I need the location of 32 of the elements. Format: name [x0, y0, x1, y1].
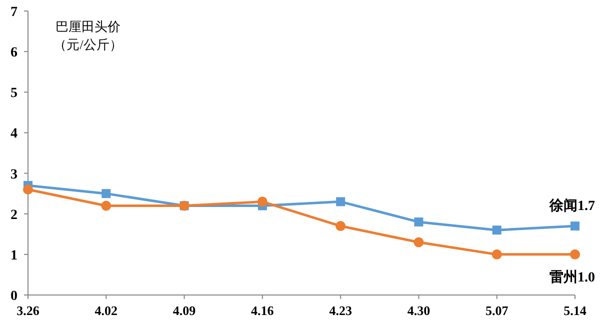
- point: [414, 217, 424, 226]
- text: 徐闻1.7: [550, 199, 595, 214]
- point: [492, 226, 502, 235]
- y-tick-label: 4: [10, 126, 18, 142]
- x-tick-label: 5.14: [564, 303, 587, 318]
- point: [23, 184, 33, 195]
- point: [336, 221, 346, 232]
- x-tick-label: 4.09: [172, 303, 196, 318]
- y-tick-label: 0: [10, 289, 18, 304]
- x-tick-label: 4.16: [251, 303, 274, 318]
- x-tick-label: 5.07: [485, 303, 509, 318]
- point: [492, 249, 502, 260]
- point: [257, 196, 268, 207]
- x-tick-label: 4.23: [329, 303, 352, 318]
- y-tick-label: 5: [10, 86, 18, 102]
- y-tick-label: 1: [10, 248, 18, 264]
- point: [414, 237, 424, 248]
- x-tick-label: 3.26: [16, 303, 40, 318]
- point: [570, 222, 580, 231]
- point: [102, 189, 111, 198]
- x-tick-label: 4.30: [407, 303, 430, 318]
- x-tick-label: 4.02: [94, 303, 118, 318]
- text: 巴厘田头价: [56, 19, 120, 34]
- y-axis-title: （元/公斤）: [54, 37, 122, 52]
- point: [101, 200, 112, 211]
- y-tick-label: 2: [10, 208, 18, 223]
- y-tick-label: 3: [10, 167, 18, 182]
- text: 雷州1.0: [550, 270, 595, 286]
- y-tick-label: 7: [10, 5, 18, 20]
- y-tick-label: 6: [10, 46, 18, 61]
- point: [336, 197, 346, 206]
- point: [570, 249, 580, 260]
